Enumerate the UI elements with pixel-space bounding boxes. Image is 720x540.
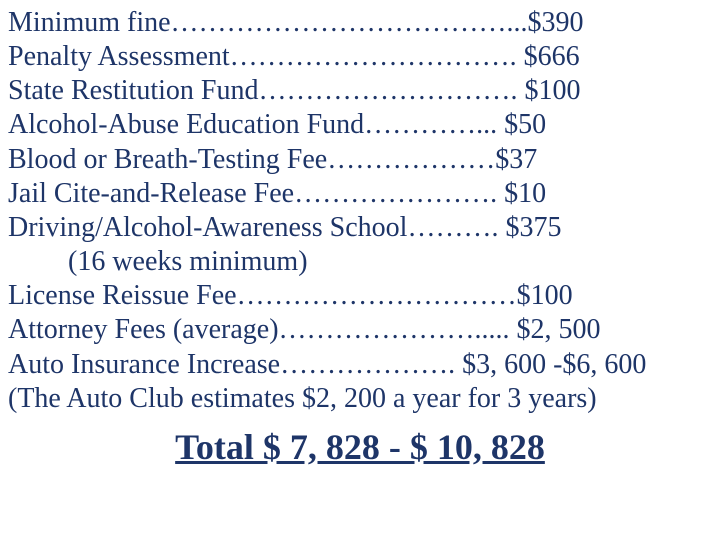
total-line: Total $ 7, 828 - $ 10, 828: [8, 426, 712, 470]
line-license-reissue-fee: License Reissue Fee…………………………$100: [8, 279, 712, 313]
line-driving-alcohol-awareness-school: Driving/Alcohol-Awareness School………. $37…: [8, 211, 712, 245]
line-alcohol-abuse-education-fund: Alcohol-Abuse Education Fund…………... $50: [8, 108, 712, 142]
line-awareness-school-sub: (16 weeks minimum): [8, 245, 712, 279]
line-auto-insurance-increase: Auto Insurance Increase………………. $3, 600 -…: [8, 348, 712, 382]
line-minimum-fine: Minimum fine………………………………...$390: [8, 6, 712, 40]
line-attorney-fees: Attorney Fees (average)…………………..... $2, …: [8, 313, 712, 347]
line-state-restitution-fund: State Restitution Fund………………………. $100: [8, 74, 712, 108]
line-blood-breath-testing-fee: Blood or Breath-Testing Fee………………$37: [8, 143, 712, 177]
fee-breakdown-document: Minimum fine………………………………...$390 Penalty …: [0, 0, 720, 470]
line-jail-cite-release-fee: Jail Cite-and-Release Fee…………………. $10: [8, 177, 712, 211]
line-auto-club-note: (The Auto Club estimates $2, 200 a year …: [8, 382, 712, 416]
line-penalty-assessment: Penalty Assessment…………………………. $666: [8, 40, 712, 74]
